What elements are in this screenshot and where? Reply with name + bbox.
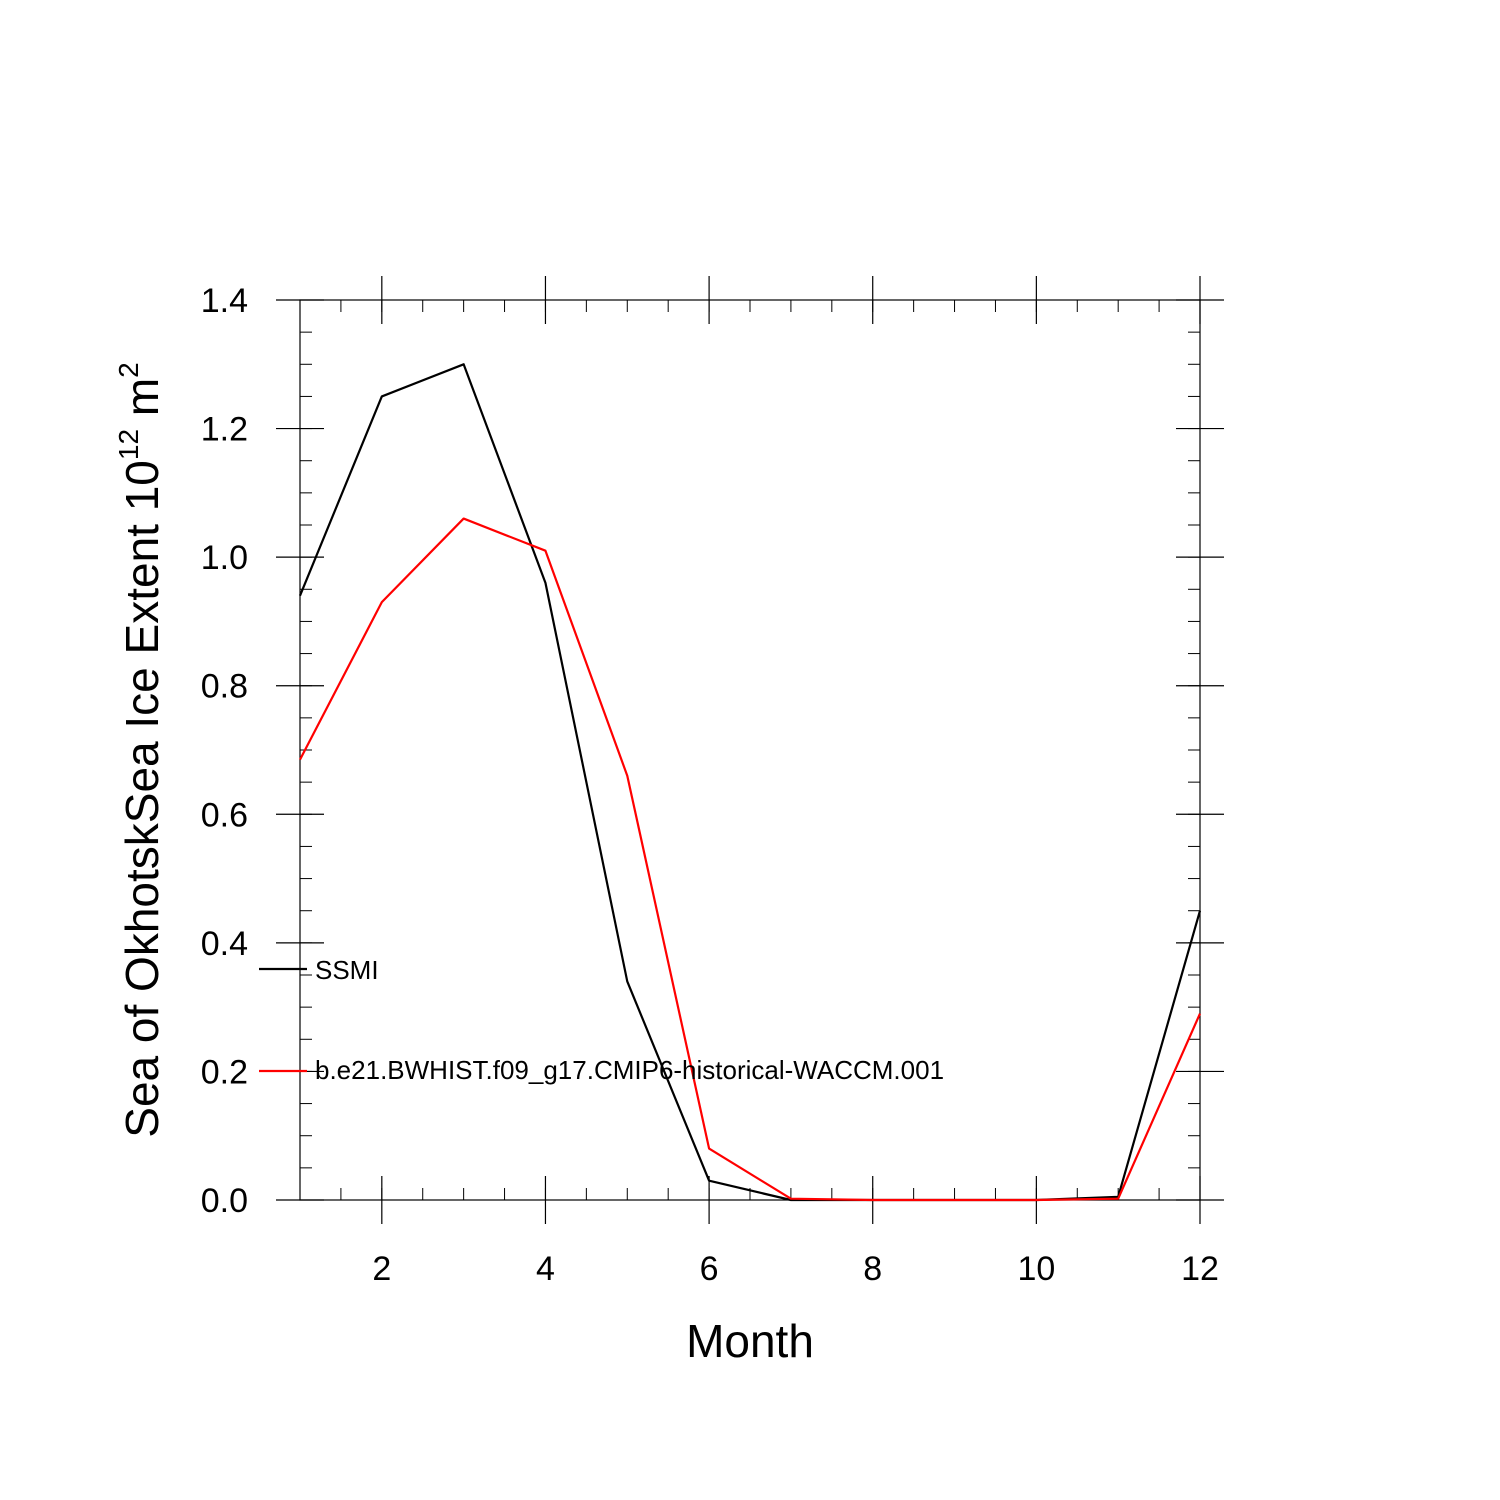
legend-label-waccm: b.e21.BWHIST.f09_g17.CMIP6-historical-WA… [315,1055,944,1085]
x-tick-label: 6 [700,1250,719,1288]
x-tick-labels: 2 4 6 8 10 12 [372,1250,1219,1288]
x-tick-label: 8 [863,1250,882,1288]
legend-label-ssmi: SSMI [315,955,379,985]
y-tick-label: 1.2 [201,411,248,449]
y-tick-label: 1.4 [201,282,248,320]
y-tick-label: 1.0 [201,539,248,577]
y-tick-label: 0.0 [201,1182,248,1220]
y-axis-title-unit-exponent: 2 [113,362,144,378]
series-layer [298,363,1202,1202]
y-axis-title: Sea of OkhotskSea Ice Extent 1012 m2 [113,362,168,1137]
series-line-1 [299,517,1202,1202]
x-tick-label: 2 [372,1250,391,1288]
y-tick-label: 0.6 [201,796,248,834]
y-axis-title-main: Sea of OkhotskSea Ice Extent 10 [116,460,168,1138]
x-tick-label: 10 [1017,1250,1055,1288]
x-tick-label: 4 [536,1250,555,1288]
x-tick-label: 12 [1181,1250,1219,1288]
y-tick-label: 0.2 [201,1053,248,1091]
plot-frame [299,299,1201,1201]
y-axis-title-unit: m [116,378,168,429]
y-tick-label: 0.4 [201,925,248,963]
x-axis-title: Month [686,1315,814,1367]
y-tick-label: 0.8 [201,668,248,706]
y-axis-title-exponent: 12 [113,429,144,460]
legend: SSMI b.e21.BWHIST.f09_g17.CMIP6-historic… [259,955,944,1085]
y-tick-labels: 0.0 0.2 0.4 0.6 0.8 1.0 1.2 1.4 [201,282,248,1220]
